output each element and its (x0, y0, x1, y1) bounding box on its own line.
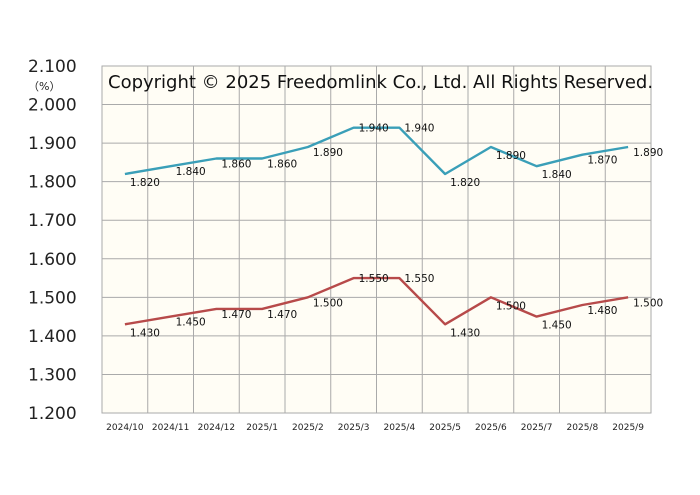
data-label: 1.860 (221, 159, 251, 171)
x-tick-label: 2025/6 (475, 423, 507, 433)
data-label: 1.500 (633, 297, 663, 309)
data-label: 1.860 (267, 159, 297, 171)
data-label: 1.940 (404, 123, 434, 135)
y-tick-label: 1.800 (28, 173, 77, 193)
y-tick-label: 2.000 (28, 96, 77, 116)
x-tick-label: 2025/4 (384, 423, 416, 433)
data-label: 1.500 (496, 300, 526, 312)
data-label: 1.820 (130, 177, 160, 189)
y-axis-ticks: 1.200 1.300 1.400 1.500 1.600 1.700 1.800 1.900… (28, 57, 77, 424)
y-tick-label: 1.700 (28, 211, 77, 231)
data-labels: 1.820 1.840 1.860 1.860 1.890 1.940 1.940 1.820… (130, 123, 663, 340)
data-label: 1.450 (542, 320, 572, 332)
x-tick-label: 2024/12 (198, 423, 235, 433)
data-label: 1.870 (587, 155, 617, 167)
y-tick-label: 2.100 (28, 57, 77, 77)
data-label: 1.550 (404, 273, 434, 285)
data-label: 1.940 (359, 123, 389, 135)
series-line-2 (124, 276, 629, 326)
grid-lines (102, 65, 651, 414)
copyright-annotation: Copyright © 2025 Freedomlink Co., Ltd. A… (108, 72, 653, 93)
data-label: 1.500 (313, 297, 343, 309)
data-label: 1.890 (633, 147, 663, 159)
data-label: 1.430 (130, 327, 160, 339)
data-label: 1.840 (542, 169, 572, 181)
x-tick-label: 2025/7 (521, 423, 553, 433)
y-tick-label: 1.200 (28, 404, 77, 424)
x-axis-ticks: 2024/10 2024/11 2024/12 2025/1 2025/2 2025/3 2… (106, 423, 644, 433)
data-label: 1.550 (359, 273, 389, 285)
x-tick-label: 2025/2 (292, 423, 324, 433)
data-label: 1.890 (313, 147, 343, 159)
x-tick-label: 2024/11 (152, 423, 189, 433)
data-label: 1.480 (587, 305, 617, 317)
y-unit-label: （%） (28, 80, 60, 93)
x-tick-label: 2025/9 (612, 423, 644, 433)
y-tick-label: 1.300 (28, 365, 77, 385)
y-tick-label: 1.400 (28, 327, 77, 347)
data-label: 1.820 (450, 177, 480, 189)
x-tick-label: 2025/3 (338, 423, 370, 433)
x-tick-label: 2024/10 (106, 423, 144, 433)
y-tick-label: 1.900 (28, 134, 77, 154)
series-lines (124, 126, 629, 326)
data-label: 1.890 (496, 150, 526, 162)
x-tick-label: 2025/5 (429, 423, 461, 433)
data-label: 1.470 (221, 309, 251, 321)
x-tick-label: 2025/8 (567, 423, 599, 433)
x-tick-label: 2025/1 (246, 423, 278, 433)
data-label: 1.840 (176, 166, 206, 178)
y-tick-label: 1.500 (28, 288, 77, 308)
data-label: 1.470 (267, 309, 297, 321)
data-label: 1.430 (450, 327, 480, 339)
data-label: 1.450 (176, 317, 206, 329)
series-line-1 (124, 126, 629, 176)
y-tick-label: 1.600 (28, 250, 77, 270)
